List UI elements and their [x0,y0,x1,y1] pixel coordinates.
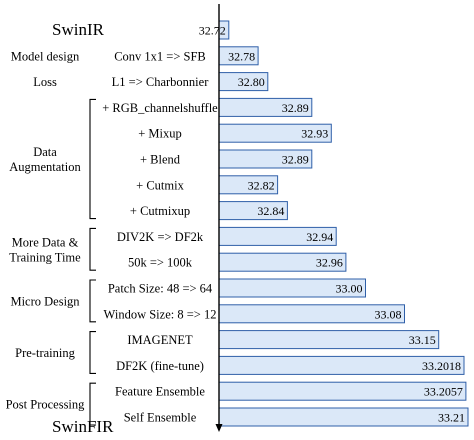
category-label: + RGB_channelshuffle [102,101,218,115]
baseline-label: SwinIR [52,20,105,39]
category-label: + Cutmix [136,178,184,192]
bar-value-label: 32.82 [248,178,275,192]
group-label-line: Loss [33,75,57,89]
bar-value-label: 32.89 [282,153,309,167]
bar-value-label: 32.89 [282,101,309,115]
group-label-line: Data [33,145,57,159]
bar-value-label: 33.2057 [424,385,463,399]
bar-value-label: 32.78 [228,49,255,63]
group-label-line: Micro Design [10,294,80,308]
bar-value-label: 32.96 [316,256,343,270]
group-label-line: Training Time [9,250,81,264]
bar-value-label: 32.72 [199,24,226,38]
bar-value-label: 32.80 [238,75,265,89]
bar-value-label: 33.2018 [422,359,461,373]
group-label-line: Model design [11,49,80,63]
group-bracket [89,382,96,426]
bar-value-label: 33.15 [409,333,436,347]
category-label: DF2K (fine-tune) [116,359,204,373]
bar-value-label: 32.94 [306,230,333,244]
bar-value-label: 32.84 [257,204,284,218]
category-label: L1 => Charbonnier [112,75,210,89]
category-label: Conv 1x1 => SFB [114,49,206,63]
category-label: Self Ensemble [124,411,197,425]
bar [218,407,469,427]
category-label: + Cutmixup [130,204,190,218]
category-label: + Mixup [138,127,182,141]
group-label-line: Post Processing [6,398,86,412]
group-label-line: Pre-training [15,346,75,360]
bar-value-label: 33.21 [438,411,465,425]
category-label: DIV2K => DF2k [117,230,204,244]
group-label: More Data & Training Time [9,235,81,264]
bar-value-label: 32.93 [301,127,328,141]
group-label-line: More Data & [12,235,79,249]
category-label: + Blend [140,153,181,167]
axis-arrow-head [215,424,223,432]
final-label: SwinFIR [52,417,114,436]
bar-value-label: 33.00 [336,282,363,296]
group-label: Pre-training [15,346,75,360]
category-label: Patch Size: 48 => 64 [108,282,213,296]
bar-value-label: 33.08 [375,307,402,321]
group-label: Micro Design [10,294,80,308]
group-label-line: Augmentation [9,160,81,174]
group-label: Data Augmentation [9,145,81,174]
group-label: Post Processing [6,398,86,412]
category-label: IMAGENET [127,333,193,347]
bar [218,330,440,350]
group-bracket [89,98,96,220]
group-bracket [89,279,96,323]
category-label: Feature Ensemble [115,385,205,399]
group-bracket [89,331,96,374]
category-label: Window Size: 8 => 12 [104,307,217,321]
category-label: 50k => 100k [128,256,193,270]
group-label: Model design [11,49,80,63]
group-bracket [89,227,96,271]
group-label: Loss [33,75,57,89]
